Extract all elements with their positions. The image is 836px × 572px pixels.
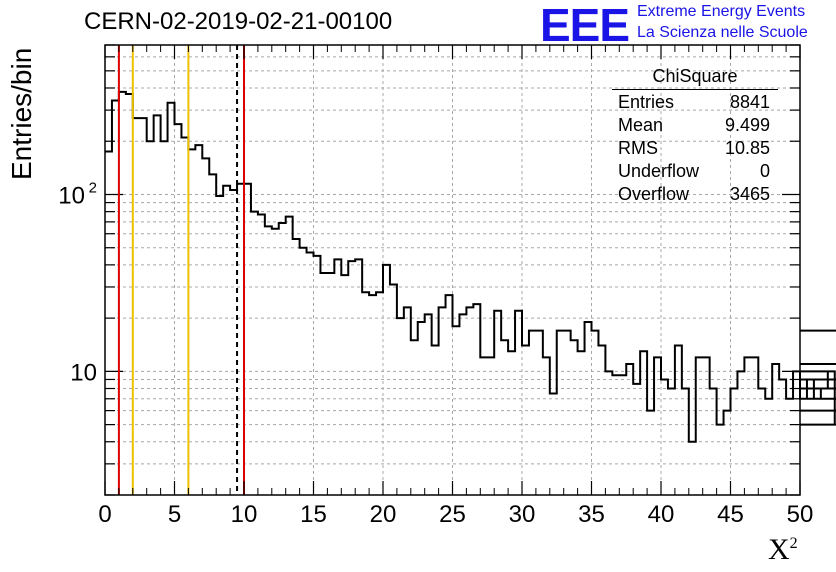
stats-row-entries: Entries 8841 [612, 92, 778, 115]
y-tick-label: 10 [58, 182, 85, 209]
stats-label: Mean [618, 115, 664, 135]
eee-logo: EEE [540, 0, 630, 51]
stats-row-underflow: Underflow 0 [612, 161, 778, 184]
x-tick-label: 0 [98, 501, 111, 528]
x-tick-label: 25 [439, 501, 466, 528]
x-tick-label: 40 [648, 501, 675, 528]
histogram-line [105, 90, 836, 443]
marker-lines [117, 45, 245, 495]
x-tick-label: 10 [231, 501, 258, 528]
stats-label: RMS [618, 138, 658, 158]
logo-subtitle-line1: Extreme Energy Events [637, 3, 806, 20]
stats-row-mean: Mean 9.499 [612, 115, 778, 138]
x-axis-title-base: X [768, 533, 790, 566]
stats-label: Overflow [618, 184, 690, 204]
stats-label: Entries [618, 92, 675, 112]
stats-title: ChiSquare [612, 66, 778, 90]
y-tick-label: 10 [70, 359, 97, 386]
x-tick-label: 15 [300, 501, 327, 528]
x-axis-title: X2 [768, 533, 798, 567]
y-axis-title: Entries/bin [6, 47, 37, 180]
x-tick-label: 30 [509, 501, 536, 528]
stats-value: 9.499 [724, 115, 770, 135]
chart-title: CERN-02-2019-02-21-00100 [84, 8, 393, 35]
stats-value: 3465 [729, 184, 770, 204]
stats-row-rms: RMS 10.85 [612, 138, 778, 161]
y-minor-ticks [105, 44, 800, 496]
stats-box: ChiSquare Entries 8841 Mean 9.499 RMS 10.85… [612, 66, 778, 207]
axis-ticks [104, 45, 801, 495]
x-tick-label: 20 [370, 501, 397, 528]
logo-subtitle-line2: La Scienza nelle Scuole [637, 24, 808, 41]
stats-label: Underflow [618, 161, 700, 181]
stats-value: 0 [759, 161, 770, 181]
x-axis-title-superscript: 2 [789, 535, 798, 552]
y-tick-label-exponent: 2 [89, 179, 97, 196]
stats-row-overflow: Overflow 3465 [612, 184, 778, 207]
x-tick-label: 5 [168, 501, 181, 528]
x-tick-label: 35 [578, 501, 605, 528]
stats-value: 8841 [729, 92, 770, 112]
x-tick-label: 50 [787, 501, 814, 528]
stats-value: 10.85 [724, 138, 770, 158]
x-tick-label: 45 [717, 501, 744, 528]
